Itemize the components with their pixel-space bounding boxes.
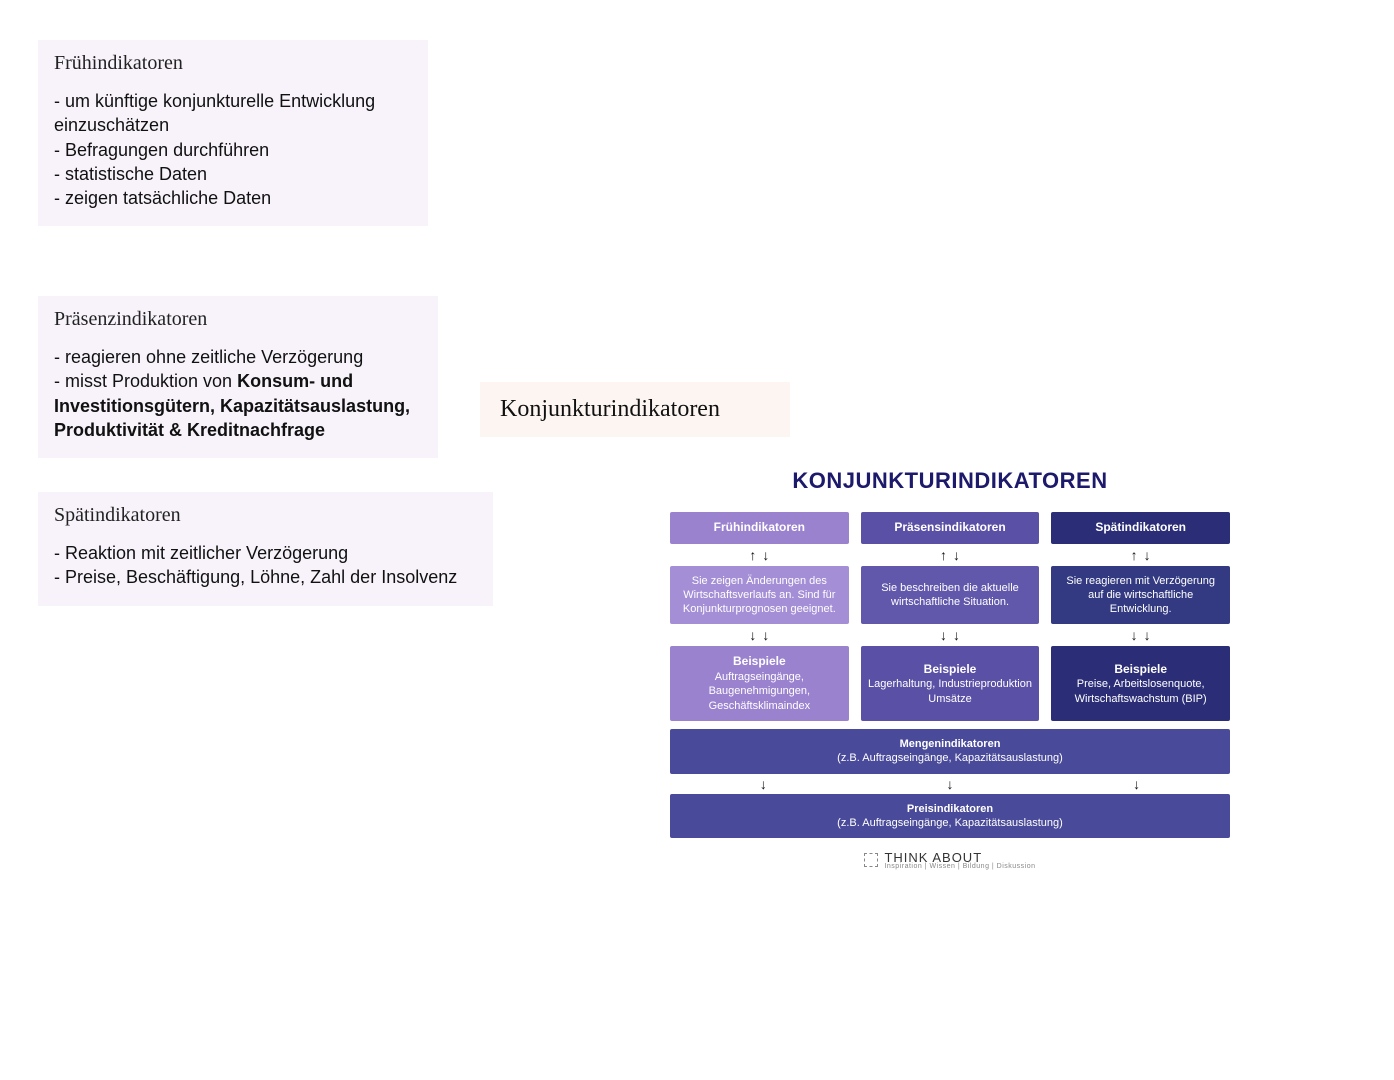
- card-title: Frühindikatoren: [54, 52, 412, 75]
- bullet: - zeigen tatsächliche Daten: [54, 186, 412, 210]
- text: - misst Produktion von: [54, 371, 237, 391]
- box-head: Frühindikatoren: [714, 520, 805, 536]
- konjunktur-diagram: KONJUNKTURINDIKATOREN Frühindikatoren Pr…: [670, 468, 1230, 870]
- arrow-cell: ↓↓: [861, 624, 1040, 646]
- col-desc: Sie beschreiben die aktuelle wirtschaftl…: [861, 566, 1040, 625]
- box-text: (z.B. Auftragseingänge, Kapazitätsauslas…: [676, 816, 1224, 830]
- arrow-cell: ↑↓: [670, 544, 849, 566]
- arrow-down-icon: ↓: [940, 628, 947, 642]
- brand-logo-icon: [864, 853, 878, 867]
- col-desc: Sie reagieren mit Verzögerung auf die wi…: [1051, 566, 1230, 625]
- box-text: (z.B. Auftragseingänge, Kapazitätsauslas…: [676, 751, 1224, 765]
- bullet: - Reaktion mit zeitlicher Verzögerung: [54, 541, 477, 565]
- bullet: - reagieren ohne zeitliche Verzögerung: [54, 345, 422, 369]
- col-header-frueh: Frühindikatoren: [670, 512, 849, 544]
- arrow-down-icon: ↓: [762, 628, 769, 642]
- arrow-down-icon: ↓: [953, 548, 960, 562]
- card-body: - reagieren ohne zeitliche Verzögerung -…: [54, 345, 422, 442]
- arrow-down-icon: ↓: [946, 777, 953, 791]
- box-text: Sie beschreiben die aktuelle wirtschaftl…: [867, 581, 1034, 610]
- arrow-cell: ↑↓: [861, 544, 1040, 566]
- col-header-praesens: Präsensindikatoren: [861, 512, 1040, 544]
- diagram-title: KONJUNKTURINDIKATOREN: [670, 468, 1230, 494]
- box-text: Auftragseingänge, Baugenehmigungen, Gesc…: [676, 670, 843, 713]
- box-head: Präsensindikatoren: [894, 520, 1005, 536]
- arrow-row: ↓ ↓ ↓: [670, 774, 1230, 794]
- col-desc: Sie zeigen Änderungen des Wirtschaftsver…: [670, 566, 849, 625]
- card-spaetindikatoren: Spätindikatoren - Reaktion mit zeitliche…: [38, 492, 493, 606]
- bullet: - statistische Daten: [54, 162, 412, 186]
- box-text: Sie reagieren mit Verzögerung auf die wi…: [1057, 574, 1224, 617]
- diagram-row-headers: Frühindikatoren Präsensindikatoren Späti…: [670, 512, 1230, 544]
- box-head: Mengenindikatoren: [676, 737, 1224, 751]
- col-header-spaet: Spätindikatoren: [1051, 512, 1230, 544]
- card-title: Spätindikatoren: [54, 504, 477, 527]
- col-example: Beispiele Auftragseingänge, Baugenehmigu…: [670, 646, 849, 720]
- arrow-cell: ↑↓: [1051, 544, 1230, 566]
- box-text: Preise, Arbeitslosenquote, Wirtschaftswa…: [1057, 677, 1224, 706]
- brand-footer: THINK ABOUT Inspiration | Wissen | Bildu…: [670, 850, 1230, 870]
- diagram-row-examples: Beispiele Auftragseingänge, Baugenehmigu…: [670, 646, 1230, 720]
- arrow-cell: ↓↓: [670, 624, 849, 646]
- box-head: Beispiele: [1114, 662, 1167, 678]
- arrow-down-icon: ↓: [762, 548, 769, 562]
- diagram-row-desc: Sie zeigen Änderungen des Wirtschaftsver…: [670, 566, 1230, 625]
- wide-box-preis: Preisindikatoren (z.B. Auftragseingänge,…: [670, 794, 1230, 839]
- arrow-down-icon: ↓: [1131, 628, 1138, 642]
- arrow-down-icon: ↓: [749, 628, 756, 642]
- arrow-cell: ↓↓: [1051, 624, 1230, 646]
- box-head: Preisindikatoren: [676, 802, 1224, 816]
- bullet: - um künftige konjunkturelle Entwicklung…: [54, 89, 412, 138]
- arrow-down-icon: ↓: [1144, 548, 1151, 562]
- bullet: - misst Produktion von Konsum- und Inves…: [54, 369, 422, 442]
- arrow-row: ↓↓ ↓↓ ↓↓: [670, 624, 1230, 646]
- col-example: Beispiele Lagerhaltung, Industrieprodukt…: [861, 646, 1040, 720]
- center-topic-label: Konjunkturindikatoren: [480, 382, 790, 437]
- arrow-down-icon: ↓: [1133, 777, 1140, 791]
- card-praesenzindikatoren: Präsenzindikatoren - reagieren ohne zeit…: [38, 296, 438, 458]
- box-text: Lagerhaltung, Industrieproduktion Umsätz…: [867, 677, 1034, 706]
- box-head: Beispiele: [924, 662, 977, 678]
- bullet: - Preise, Beschäftigung, Löhne, Zahl der…: [54, 565, 477, 589]
- box-head: Spätindikatoren: [1095, 520, 1186, 536]
- box-head: Beispiele: [733, 654, 786, 670]
- card-fruehindikatoren: Frühindikatoren - um künftige konjunktur…: [38, 40, 428, 226]
- card-body: - Reaktion mit zeitlicher Verzögerung - …: [54, 541, 477, 590]
- arrow-down-icon: ↓: [760, 777, 767, 791]
- col-example: Beispiele Preise, Arbeitslosenquote, Wir…: [1051, 646, 1230, 720]
- arrow-up-icon: ↑: [749, 548, 756, 562]
- arrow-down-icon: ↓: [1144, 628, 1151, 642]
- arrow-up-icon: ↑: [940, 548, 947, 562]
- bullet: - Befragungen durchführen: [54, 138, 412, 162]
- card-title: Präsenzindikatoren: [54, 308, 422, 331]
- wide-box-mengen: Mengenindikatoren (z.B. Auftragseingänge…: [670, 729, 1230, 774]
- box-text: Sie zeigen Änderungen des Wirtschaftsver…: [676, 574, 843, 617]
- arrow-row: ↑↓ ↑↓ ↑↓: [670, 544, 1230, 566]
- arrow-up-icon: ↑: [1131, 548, 1138, 562]
- card-body: - um künftige konjunkturelle Entwicklung…: [54, 89, 412, 210]
- arrow-down-icon: ↓: [953, 628, 960, 642]
- brand-tagline: Inspiration | Wissen | Bildung | Diskuss…: [884, 863, 1035, 870]
